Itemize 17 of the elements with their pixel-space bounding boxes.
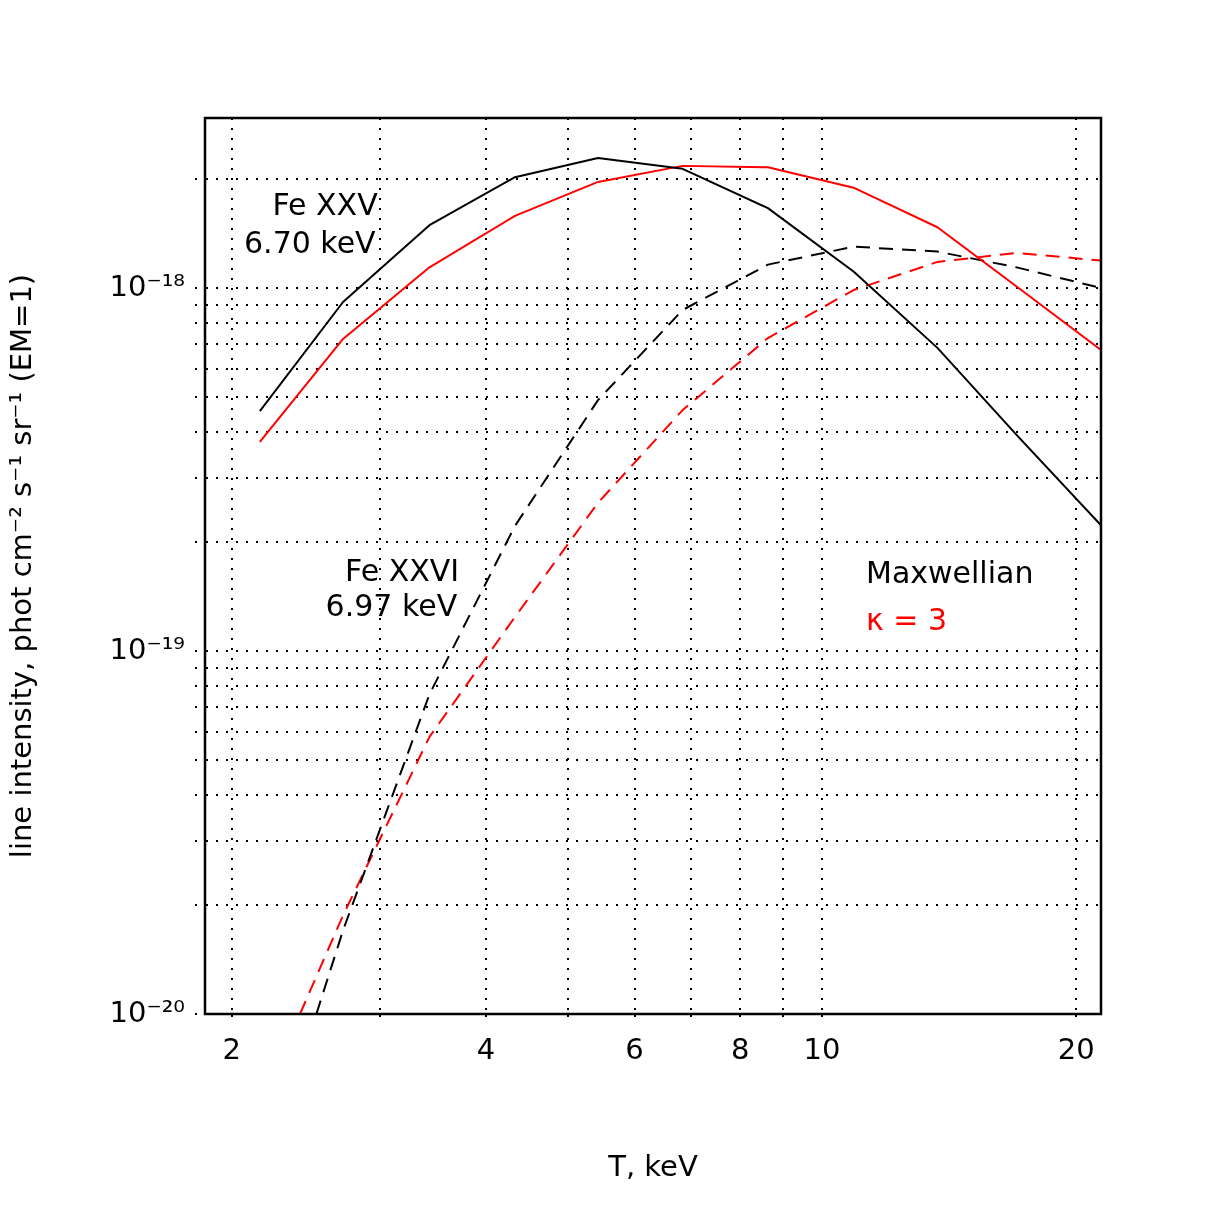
x-tick-label: 4 (476, 1031, 496, 1066)
annotation: 6.97 keV (325, 587, 458, 623)
x-axis-title: T, keV (607, 1149, 698, 1184)
y-tick-label: 10⁻²⁰ (109, 994, 185, 1029)
text: Maxwellian (866, 554, 1034, 590)
x-tick-label: 6 (625, 1031, 644, 1066)
annotation: Fe XXV (272, 186, 379, 222)
x-tick-label: 20 (1057, 1031, 1095, 1066)
annotation: Fe XXVI (345, 552, 460, 588)
y-tick-label: 10⁻¹⁸ (109, 268, 185, 303)
x-tick-label: 2 (222, 1031, 241, 1066)
x-tick-label: 8 (730, 1031, 750, 1066)
annotation: 6.70 keV (244, 225, 377, 261)
y-tick-label: 10⁻¹⁹ (109, 631, 185, 666)
y-axis-title: line intensity, phot cm⁻² s⁻¹ sr⁻¹ (EM=1) (3, 273, 38, 859)
text: κ = 3 (866, 601, 947, 637)
x-tick-label: 10 (803, 1031, 841, 1066)
